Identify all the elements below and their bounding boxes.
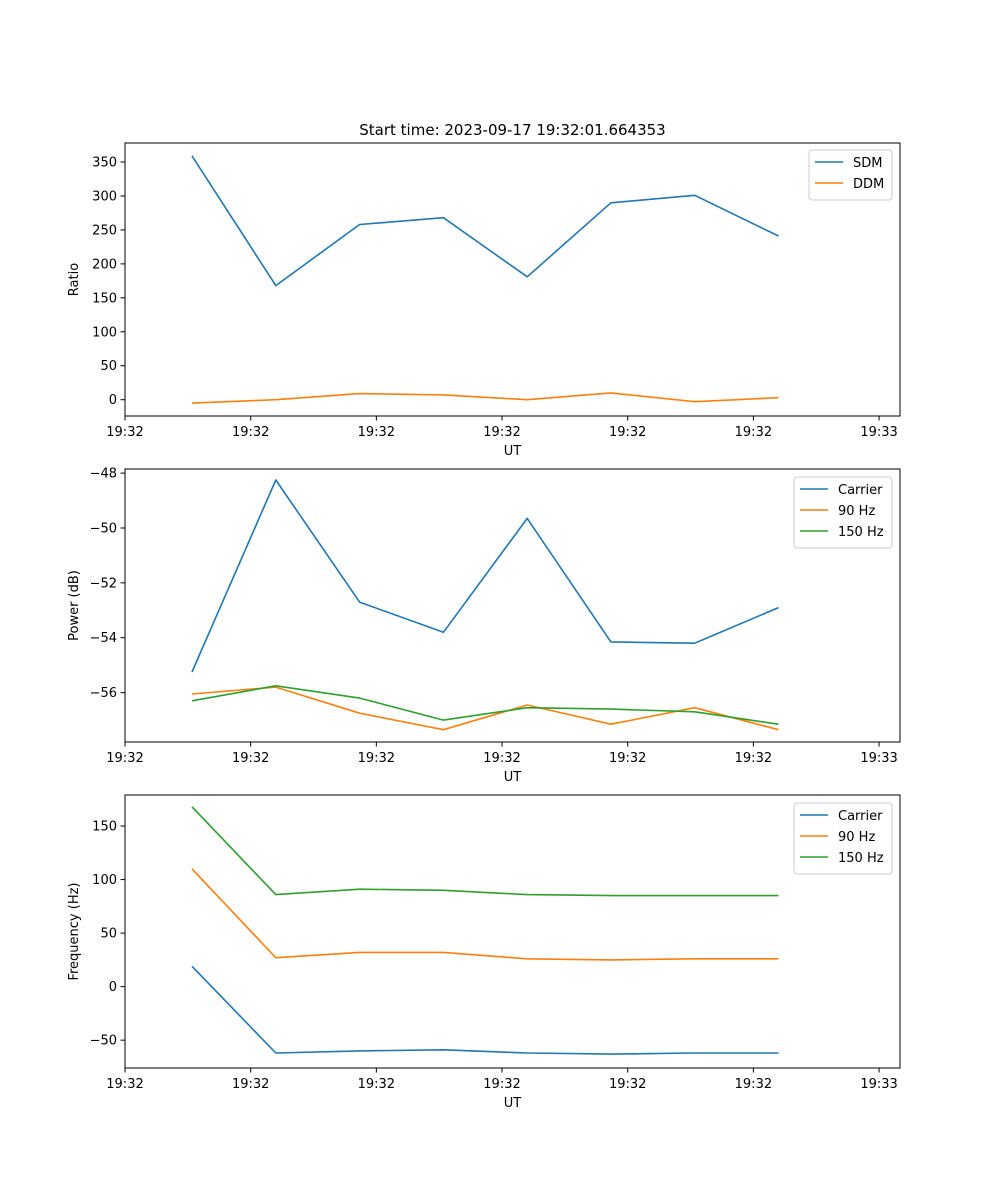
x-tick-label: 19:32 xyxy=(483,425,520,440)
chart-panel-2: 19:32 19:32 19:32 19:32 19:32 19:32 19:33 −56 −5… xyxy=(67,467,901,785)
y-axis-label: Ratio xyxy=(67,263,82,296)
y-tick-label: 200 xyxy=(92,257,117,272)
x-tick-label: 19:33 xyxy=(860,751,897,766)
y-tick-label: 100 xyxy=(92,325,117,340)
legend-entry-label: 150 Hz xyxy=(838,851,884,866)
y-tick-label: 50 xyxy=(100,359,117,374)
chart-panel-1: Start time: 2023-09-17 19:32:01.664353 19… xyxy=(67,121,901,459)
x-tick-label: 19:32 xyxy=(106,751,143,766)
y-tick-label: 150 xyxy=(92,820,117,835)
x-tick-label: 19:32 xyxy=(609,751,646,766)
x-tick-label: 19:32 xyxy=(358,751,395,766)
legend-entry-label: Carrier xyxy=(838,483,883,498)
y-tick-label: 100 xyxy=(92,873,117,888)
y-tick-label: 250 xyxy=(92,223,117,238)
legend: Carrier 90 Hz 150 Hz xyxy=(793,802,893,875)
x-tick-label: 19:33 xyxy=(860,1077,897,1092)
axes-frame xyxy=(124,794,901,1069)
y-tick-label: 300 xyxy=(92,189,117,204)
series-line-90-hz xyxy=(191,686,779,731)
x-axis-label: UT xyxy=(504,770,522,785)
axes-frame xyxy=(124,468,901,743)
legend-entry-label: DDM xyxy=(853,177,884,192)
series-line-ddm xyxy=(191,392,779,404)
x-tick-label: 19:32 xyxy=(232,1077,269,1092)
legend-entry-label: Carrier xyxy=(838,809,883,824)
chart-title: Start time: 2023-09-17 19:32:01.664353 xyxy=(359,121,665,139)
series-line-sdm xyxy=(191,155,779,287)
x-tick-label: 19:32 xyxy=(106,425,143,440)
legend-entry-label: 90 Hz xyxy=(838,830,875,845)
legend-entry-label: SDM xyxy=(853,156,882,171)
x-tick-label: 19:32 xyxy=(106,1077,143,1092)
y-tick-label: −48 xyxy=(90,467,117,482)
x-tick-label: 19:32 xyxy=(232,751,269,766)
y-tick-label: −50 xyxy=(90,521,117,536)
chart-panel-3: 19:32 19:32 19:32 19:32 19:32 19:32 19:33 −50 0 5… xyxy=(67,794,901,1111)
x-tick-label: 19:32 xyxy=(735,1077,772,1092)
x-tick-label: 19:32 xyxy=(483,1077,520,1092)
x-tick-label: 19:32 xyxy=(358,1077,395,1092)
y-tick-label: 0 xyxy=(109,393,117,408)
x-tick-label: 19:32 xyxy=(358,425,395,440)
y-axis-label: Power (dB) xyxy=(67,570,82,641)
series-line-carrier xyxy=(191,965,779,1055)
x-tick-label: 19:33 xyxy=(860,425,897,440)
x-tick-label: 19:32 xyxy=(735,425,772,440)
x-tick-label: 19:32 xyxy=(609,425,646,440)
legend-entry-label: 90 Hz xyxy=(838,504,875,519)
x-tick-label: 19:32 xyxy=(483,751,520,766)
y-tick-label: −50 xyxy=(90,1034,117,1049)
series-line-150-hz xyxy=(191,806,779,897)
y-tick-label: 50 xyxy=(100,927,117,942)
x-tick-label: 19:32 xyxy=(609,1077,646,1092)
x-tick-label: 19:32 xyxy=(735,751,772,766)
legend-entry-label: 150 Hz xyxy=(838,525,884,540)
legend: Carrier 90 Hz 150 Hz xyxy=(793,476,893,549)
x-axis-label: UT xyxy=(504,444,522,459)
y-tick-label: 350 xyxy=(92,156,117,171)
y-axis-label: Frequency (Hz) xyxy=(67,882,82,980)
y-tick-label: 150 xyxy=(92,291,117,306)
axes-frame xyxy=(124,142,901,417)
y-tick-label: −56 xyxy=(90,686,117,701)
y-tick-label: 0 xyxy=(109,980,117,995)
series-line-carrier xyxy=(191,479,779,673)
x-axis-label: UT xyxy=(504,1096,522,1111)
x-tick-label: 19:32 xyxy=(232,425,269,440)
series-line-90-hz xyxy=(191,868,779,961)
series-line-150-hz xyxy=(191,684,779,725)
y-tick-label: −54 xyxy=(90,631,117,646)
y-tick-label: −52 xyxy=(90,576,117,591)
legend: SDM DDM xyxy=(808,149,893,201)
